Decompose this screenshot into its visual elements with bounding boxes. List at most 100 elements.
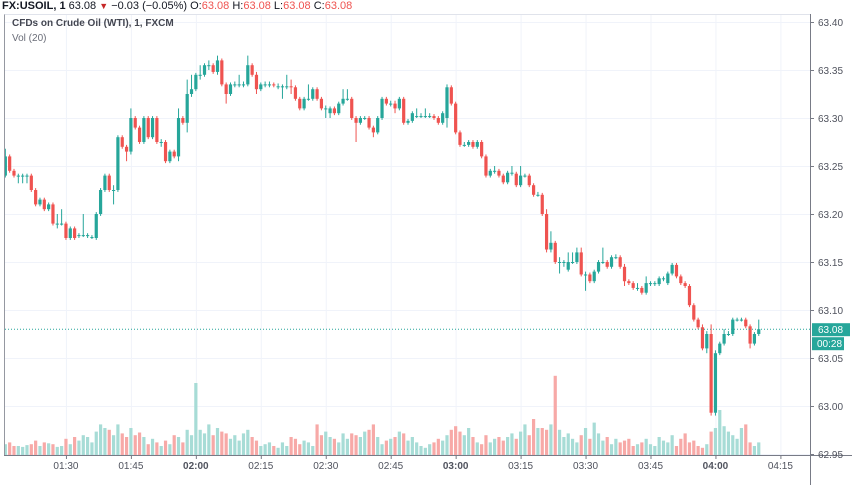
candle [640,286,644,295]
series-legend[interactable]: CFDs on Crude Oil (WTI), 1, FXCM [12,18,174,29]
candle [397,96,401,111]
time-axis-labels: 01:30 01:45 02:00 02:15 02:30 02:45 03:00 03:15… [53,455,793,472]
volume-bar [579,435,583,455]
candle [488,168,492,178]
candle [449,85,453,106]
volume-bar [68,444,72,455]
candle [462,142,466,147]
candle-body [618,257,622,267]
volume-bar [280,442,285,455]
candle-body [562,262,566,263]
candle [709,324,713,416]
volume-bar [111,435,116,455]
candle [480,140,484,159]
candle-body [250,65,254,75]
candle-body [315,89,319,99]
volume-bar [679,438,683,455]
candle-body [94,214,98,238]
candle-body [406,120,410,123]
volume-bar [475,442,479,455]
candle [666,271,670,286]
price-tick-label: 63.20 [818,210,843,221]
volume-bar [341,433,345,455]
candle [445,84,449,128]
time-tick-label: 04:00 [703,461,729,472]
candle [423,108,427,118]
candle [475,140,479,149]
candle-body [81,235,85,237]
candle [311,87,315,101]
volume-bar [687,442,692,455]
close-label: C: [313,0,325,12]
candle-body [670,264,674,274]
symbol-name[interactable]: FX:USOIL, 1 [2,0,66,12]
volume-bar [666,442,670,455]
candle-body [674,264,679,277]
volume-bar [713,428,718,455]
volume-bar [38,446,42,455]
candle-body [488,170,492,176]
candle-body [263,84,267,86]
candle-body [371,127,375,133]
candle [302,96,306,111]
time-tick-label: 03:45 [638,461,663,472]
candle-body [16,175,20,177]
volume-bar [696,446,700,455]
volume-bar [246,429,250,455]
volume-bar [155,442,159,455]
volume-bar [298,444,302,455]
candles [3,55,761,416]
candle [150,116,155,140]
volume-bar [640,442,644,455]
volume-bar [557,429,562,455]
candle [523,173,527,178]
time-tick-label: 03:15 [508,461,533,472]
candle [661,276,666,282]
candle [458,130,462,147]
candle-body [601,262,605,263]
volume-bar [627,438,631,455]
price-axis[interactable] [810,14,852,485]
low-value: 63.08 [283,0,311,12]
candle [293,85,298,101]
volume-bar [241,433,246,455]
candle-body [64,223,68,238]
candle [583,271,588,291]
volume-bar [259,446,263,455]
candle [64,221,68,240]
candle-body [107,175,111,190]
candle-body [90,237,94,239]
candle [47,202,51,212]
time-axis[interactable] [0,455,810,485]
candle-body [202,65,207,75]
candle [735,317,739,322]
candle-body [514,173,518,186]
candle-body [224,84,228,94]
high-value: 63.08 [243,0,271,12]
volume-bar [159,446,163,455]
candle-body [68,228,72,238]
volume-bar [354,435,358,455]
candle [159,139,163,147]
volume-bar [98,424,103,455]
volume-bar [657,437,661,455]
volume-bar [614,438,618,455]
candle [259,82,263,92]
volume-bar [601,440,605,455]
candle-body [415,116,419,118]
candle-body [575,252,579,262]
candle [16,173,20,184]
candle [272,82,276,88]
volume-bar [81,435,85,455]
candle [168,149,172,164]
candle [163,140,168,164]
last-price-label: 63.08 00:28 [812,323,850,351]
volume-bar [531,419,536,455]
candle-body [389,103,393,105]
volume-legend[interactable]: Vol (20) [12,33,47,44]
candle [618,255,622,269]
candle-body [133,118,137,128]
candle [441,111,445,125]
candle-body [506,172,510,183]
